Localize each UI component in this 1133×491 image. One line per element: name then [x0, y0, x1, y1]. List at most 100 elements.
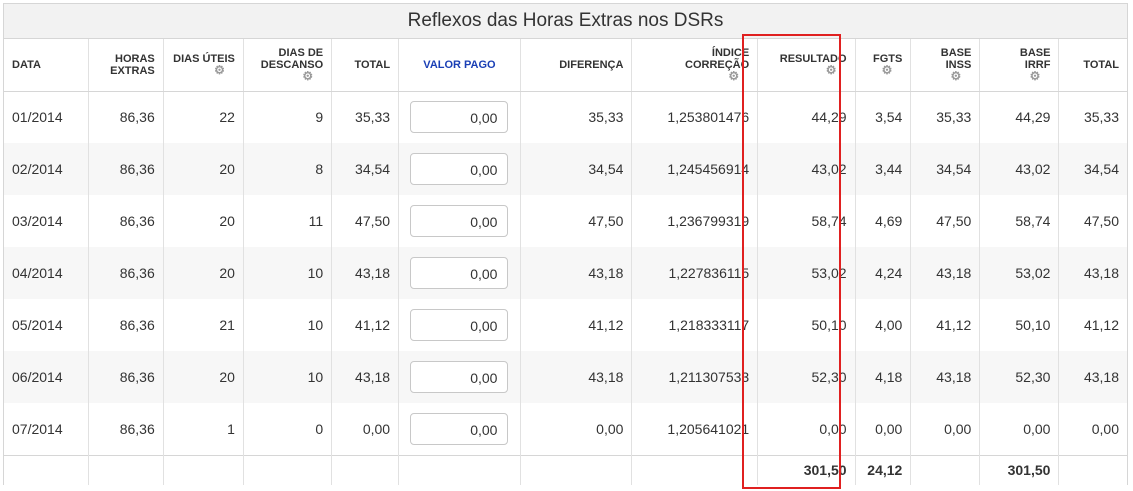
col-dias-descanso-header[interactable]: DIAS DE DESCANSO ⚙ — [243, 39, 333, 92]
cell-fgts: 0,00 — [855, 403, 912, 455]
valor-pago-input[interactable]: 0,00 — [410, 412, 509, 445]
cell-dias-descanso: 0 — [243, 403, 333, 455]
cell-total2: 0,00 — [1058, 403, 1127, 455]
cell-valor-pago: 0,00 — [398, 351, 521, 403]
cell-valor-pago: 0,00 — [398, 299, 521, 351]
valor-pago-input[interactable]: 0,00 — [410, 205, 509, 237]
cell-dias-uteis: 22 — [163, 91, 244, 143]
cell-resultado: 0,00 — [757, 403, 856, 455]
cell-data: 07/2014 — [4, 403, 89, 455]
cell-indice-correcao: 1,253801476 — [631, 91, 759, 143]
total-cell-empty — [163, 454, 244, 485]
valor-pago-input[interactable]: 0,00 — [410, 361, 509, 393]
cell-valor-pago: 0,00 — [398, 143, 521, 195]
cell-total: 47,50 — [331, 195, 400, 247]
total-cell-empty — [331, 454, 400, 485]
table-row: 02/2014 86,36 20 8 34,54 0,00 34,54 1,24… — [4, 143, 1127, 195]
cell-fgts: 4,69 — [855, 195, 912, 247]
cell-horas-extras: 86,36 — [88, 299, 164, 351]
cell-indice-correcao: 1,236799319 — [631, 195, 759, 247]
cell-total2: 41,12 — [1058, 299, 1127, 351]
cell-total: 0,00 — [331, 403, 400, 455]
gear-icon[interactable]: ⚙ — [825, 63, 837, 78]
total-cell-empty — [243, 454, 333, 485]
cell-fgts: 4,00 — [855, 299, 912, 351]
cell-base-inss: 0,00 — [910, 403, 981, 455]
cell-total: 34,54 — [331, 143, 400, 195]
col-valor-pago-header[interactable]: VALOR PAGO — [398, 39, 521, 92]
total-cell-empty — [398, 454, 521, 485]
cell-resultado: 50,10 — [757, 299, 856, 351]
cell-indice-correcao: 1,227836115 — [631, 247, 759, 299]
cell-valor-pago: 0,00 — [398, 403, 521, 455]
cell-valor-pago: 0,00 — [398, 91, 521, 143]
total-fgts: 24,12 — [855, 454, 912, 485]
cell-resultado: 43,02 — [757, 143, 856, 195]
col-diferenca-header[interactable]: DIFERENÇA — [520, 39, 633, 92]
totals-row: 301,50 24,12 301,50 — [4, 454, 1127, 485]
gear-icon[interactable]: ⚙ — [302, 69, 314, 84]
cell-horas-extras: 86,36 — [88, 247, 164, 299]
cell-dias-descanso: 8 — [243, 143, 333, 195]
table-row: 03/2014 86,36 20 11 47,50 0,00 47,50 1,2… — [4, 195, 1127, 247]
valor-pago-input[interactable]: 0,00 — [410, 101, 509, 134]
col-total-header[interactable]: TOTAL — [331, 39, 400, 92]
cell-data: 04/2014 — [4, 247, 89, 299]
total-cell-empty — [1058, 454, 1127, 485]
gear-icon[interactable]: ⚙ — [214, 63, 225, 78]
col-total2-header[interactable]: TOTAL — [1058, 39, 1127, 92]
cell-dias-uteis: 20 — [163, 351, 244, 403]
cell-base-irrf: 43,02 — [979, 143, 1060, 195]
cell-total2: 34,54 — [1058, 143, 1127, 195]
cell-horas-extras: 86,36 — [88, 403, 164, 455]
total-cell-empty — [910, 454, 981, 485]
total-cell-empty — [631, 454, 759, 485]
valor-pago-input[interactable]: 0,00 — [410, 257, 509, 289]
cell-total2: 35,33 — [1058, 91, 1127, 143]
cell-valor-pago: 0,00 — [398, 247, 521, 299]
cell-base-inss: 34,54 — [910, 143, 981, 195]
cell-horas-extras: 86,36 — [88, 143, 164, 195]
col-base-inss-header[interactable]: BASE INSS ⚙ — [910, 39, 981, 92]
col-indice-correcao-header[interactable]: ÍNDICE CORREÇÃO ⚙ — [631, 39, 759, 92]
col-data-header[interactable]: DATA — [4, 39, 89, 92]
cell-indice-correcao: 1,205641021 — [631, 403, 759, 455]
cell-data: 06/2014 — [4, 351, 89, 403]
gear-icon[interactable]: ⚙ — [728, 69, 740, 84]
valor-pago-input[interactable]: 0,00 — [410, 153, 509, 185]
cell-diferenca: 34,54 — [520, 143, 633, 195]
col-resultado-header[interactable]: RESULTADO ⚙ — [757, 39, 856, 92]
col-dias-uteis-header[interactable]: DIAS ÚTEIS ⚙ — [163, 39, 244, 92]
cell-base-inss: 41,12 — [910, 299, 981, 351]
cell-dias-uteis: 20 — [163, 143, 244, 195]
gear-icon[interactable]: ⚙ — [1029, 69, 1041, 84]
col-horas-extras-header[interactable]: HORAS EXTRAS — [88, 39, 164, 92]
valor-pago-input[interactable]: 0,00 — [410, 309, 509, 341]
col-fgts-header[interactable]: FGTS ⚙ — [855, 39, 912, 92]
cell-data: 03/2014 — [4, 195, 89, 247]
cell-horas-extras: 86,36 — [88, 351, 164, 403]
cell-total: 41,12 — [331, 299, 400, 351]
col-base-irrf-header[interactable]: BASE IRRF ⚙ — [979, 39, 1060, 92]
cell-resultado: 52,30 — [757, 351, 856, 403]
cell-indice-correcao: 1,218333117 — [631, 299, 759, 351]
total-cell-empty — [520, 454, 633, 485]
cell-base-irrf: 53,02 — [979, 247, 1060, 299]
cell-diferenca: 43,18 — [520, 351, 633, 403]
cell-base-irrf: 50,10 — [979, 299, 1060, 351]
cell-diferenca: 47,50 — [520, 195, 633, 247]
cell-base-inss: 47,50 — [910, 195, 981, 247]
cell-total: 43,18 — [331, 247, 400, 299]
cell-base-irrf: 52,30 — [979, 351, 1060, 403]
cell-dias-descanso: 9 — [243, 91, 333, 143]
cell-dias-descanso: 10 — [243, 247, 333, 299]
gear-icon[interactable]: ⚙ — [950, 69, 962, 84]
cell-resultado: 58,74 — [757, 195, 856, 247]
total-cell-empty — [4, 454, 89, 485]
cell-data: 01/2014 — [4, 91, 89, 143]
cell-dias-uteis: 1 — [163, 403, 244, 455]
table-row: 07/2014 86,36 1 0 0,00 0,00 0,00 1,20564… — [4, 403, 1127, 455]
cell-resultado: 44,29 — [757, 91, 856, 143]
gear-icon[interactable]: ⚙ — [881, 63, 893, 78]
cell-indice-correcao: 1,211307533 — [631, 351, 759, 403]
